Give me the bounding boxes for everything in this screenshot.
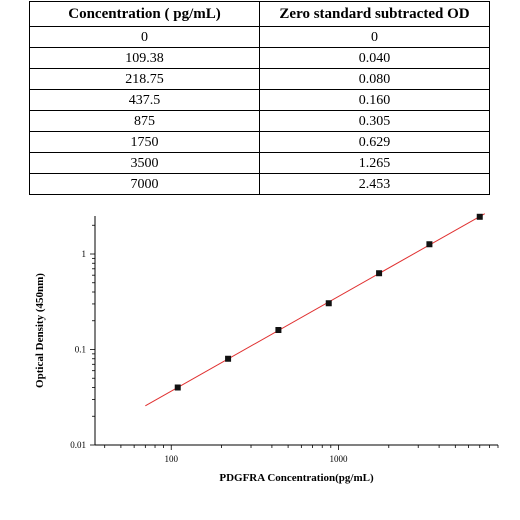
concentration-cell: 1750 (29, 131, 260, 153)
chart-labels-group: PDGFRA Concentration(pg/mL) Optical Dens… (34, 273, 374, 484)
table-row: 1750 0.629 (29, 131, 490, 153)
x-tick-label: 1000 (329, 454, 348, 464)
table-row: 875 0.305 (29, 110, 490, 132)
concentration-cell: 7000 (29, 173, 260, 195)
od-cell: 1.265 (259, 152, 490, 174)
concentration-cell: 0 (29, 26, 260, 48)
table-row: 109.38 0.040 (29, 47, 490, 69)
header-concentration: Concentration ( pg/mL) (29, 1, 260, 27)
data-point (225, 355, 232, 362)
x-axis-label: PDGFRA Concentration(pg/mL) (219, 472, 374, 484)
fit-line-group (145, 213, 486, 407)
od-cell: 2.453 (259, 173, 490, 195)
y-axis-label: Optical Density (450nm) (34, 273, 46, 388)
od-cell: 0 (259, 26, 490, 48)
x-tick-label: 100 (164, 454, 178, 464)
standard-curve-chart: 0.01 0.1 1 100 1000 PDGFRA Concentration(pg/… (34, 213, 499, 484)
od-cell: 0.305 (259, 110, 490, 132)
concentration-cell: 218.75 (29, 68, 260, 90)
od-cell: 0.160 (259, 89, 490, 111)
data-point (174, 384, 181, 391)
concentration-cell: 437.5 (29, 89, 260, 111)
concentration-cell: 3500 (29, 152, 260, 174)
od-cell: 0.629 (259, 131, 490, 153)
table-row: 437.5 0.160 (29, 89, 490, 111)
data-point (476, 213, 483, 220)
data-point (275, 327, 282, 334)
data-point (376, 270, 383, 277)
concentration-cell: 875 (29, 110, 260, 132)
header-od: Zero standard subtracted OD (259, 1, 490, 27)
od-cell: 0.040 (259, 47, 490, 69)
table-row: 218.75 0.080 (29, 68, 490, 90)
y-tick-label: 0.1 (75, 345, 86, 355)
y-tick-label: 1 (82, 249, 87, 259)
table-row: 3500 1.265 (29, 152, 490, 174)
concentration-cell: 109.38 (29, 47, 260, 69)
standard-curve-table: Concentration ( pg/mL) Zero standard sub… (29, 1, 490, 195)
data-point (325, 300, 332, 307)
od-cell: 0.080 (259, 68, 490, 90)
table-header-row: Concentration ( pg/mL) Zero standard sub… (29, 1, 490, 27)
data-points-group (174, 213, 483, 391)
chart-axes: 0.01 0.1 1 100 1000 (70, 216, 499, 464)
table-row: 7000 2.453 (29, 173, 490, 195)
y-tick-label: 0.01 (70, 440, 86, 450)
fit-line (145, 213, 486, 407)
data-point (426, 241, 433, 248)
